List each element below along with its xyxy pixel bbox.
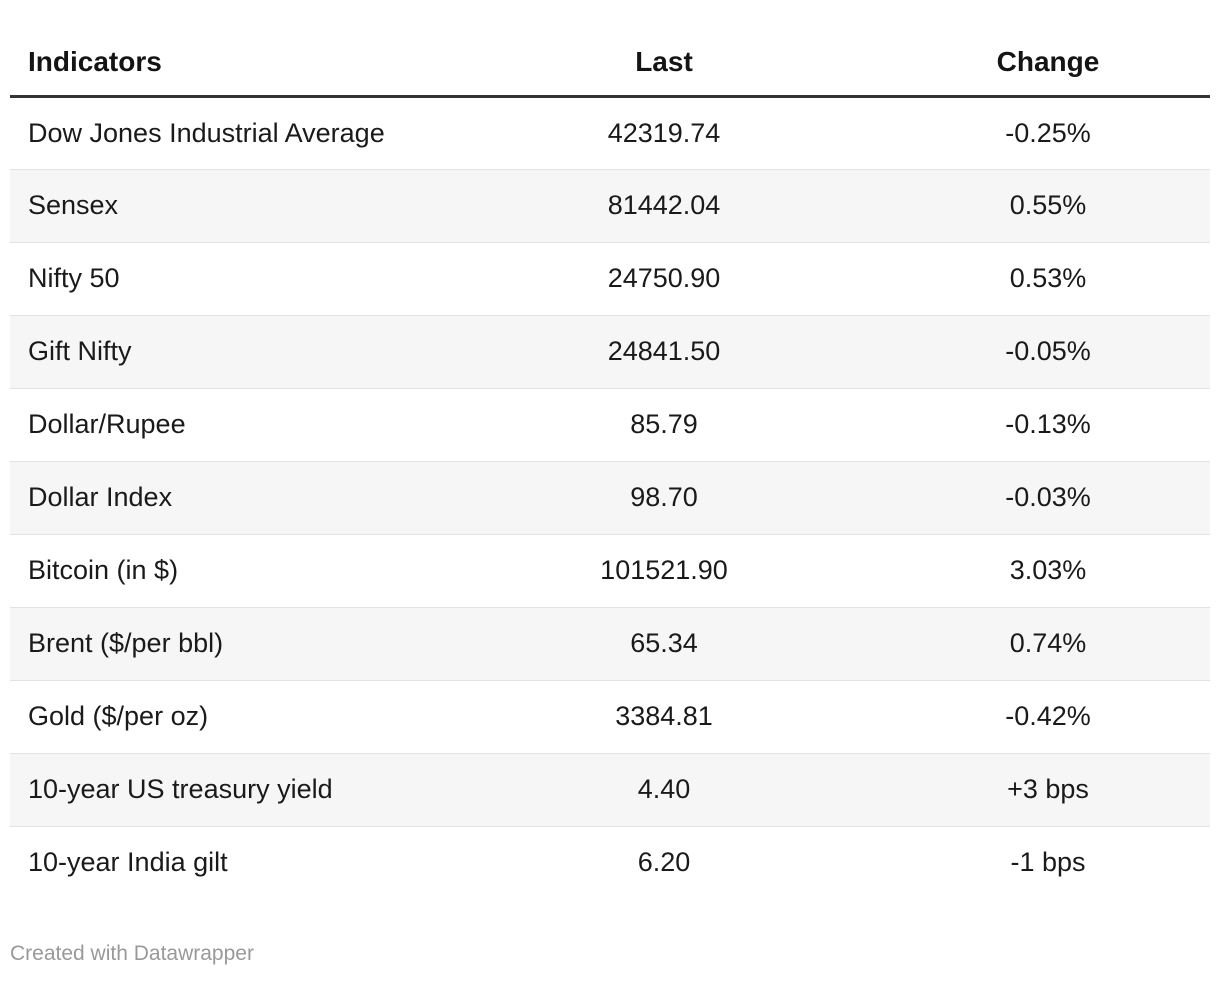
table-row: Sensex 81442.04 0.55% <box>10 169 1210 242</box>
last-value-cell: 24841.50 <box>607 336 721 366</box>
datawrapper-attribution-link[interactable]: Created with Datawrapper <box>10 942 254 965</box>
change-value-cell: -0.42% <box>1005 701 1091 731</box>
change-value-cell: -1 bps <box>1010 847 1086 878</box>
change-value-cell: +3 bps <box>1007 774 1089 804</box>
change-value-cell: -0.05% <box>1005 336 1091 366</box>
table-row: Dollar/Rupee 85.79 -0.13% <box>10 388 1210 461</box>
column-header-indicators: Indicators <box>28 46 162 78</box>
change-value-cell: -0.13% <box>1005 409 1091 439</box>
indicator-name-cell: Sensex <box>28 190 119 220</box>
last-value-cell: 3384.81 <box>615 701 713 731</box>
page-container: Indicators Last Change Dow Jones Industr… <box>10 30 1210 965</box>
last-value-cell: 85.79 <box>630 409 698 439</box>
indicator-name-cell: Dow Jones Industrial Average <box>28 117 385 148</box>
column-header-last: Last <box>635 46 693 78</box>
indicator-name-cell: Brent ($/per bbl) <box>28 628 224 658</box>
indicator-name-cell: 10-year India gilt <box>28 847 228 878</box>
header-row: Indicators Last Change <box>10 30 1210 96</box>
table-row: Gift Nifty 24841.50 -0.05% <box>10 315 1210 388</box>
table-header: Indicators Last Change <box>10 30 1210 96</box>
indicator-name-cell: Nifty 50 <box>28 263 120 293</box>
table-row: Brent ($/per bbl) 65.34 0.74% <box>10 607 1210 680</box>
last-value-cell: 42319.74 <box>607 117 721 148</box>
change-value-cell: -0.03% <box>1005 482 1091 512</box>
table-row: Nifty 50 24750.90 0.53% <box>10 242 1210 315</box>
table-row: 10-year US treasury yield 4.40 +3 bps <box>10 753 1210 826</box>
indicator-name-cell: Dollar Index <box>28 482 173 512</box>
last-value-cell: 6.20 <box>637 847 691 878</box>
table-row: Dollar Index 98.70 -0.03% <box>10 461 1210 534</box>
change-value-cell: -0.25% <box>1005 117 1091 148</box>
indicators-table: Indicators Last Change Dow Jones Industr… <box>10 30 1210 899</box>
last-value-cell: 81442.04 <box>607 190 721 220</box>
indicator-name-cell: Bitcoin (in $) <box>28 555 179 585</box>
table-body: Dow Jones Industrial Average 42319.74 -0… <box>10 96 1210 899</box>
change-value-cell: 3.03% <box>1009 555 1087 585</box>
last-value-cell: 98.70 <box>630 482 698 512</box>
indicator-name-cell: Dollar/Rupee <box>28 409 186 439</box>
last-value-cell: 101521.90 <box>600 555 728 585</box>
table-row: 10-year India gilt 6.20 -1 bps <box>10 826 1210 899</box>
indicator-name-cell: Gold ($/per oz) <box>28 701 209 731</box>
change-value-cell: 0.74% <box>1009 628 1087 658</box>
table-row: Bitcoin (in $) 101521.90 3.03% <box>10 534 1210 607</box>
table-row: Dow Jones Industrial Average 42319.74 -0… <box>10 96 1210 169</box>
last-value-cell: 65.34 <box>630 628 698 658</box>
column-header-change: Change <box>996 46 1100 78</box>
indicator-name-cell: Gift Nifty <box>28 336 132 366</box>
change-value-cell: 0.55% <box>1009 190 1087 220</box>
last-value-cell: 24750.90 <box>607 263 721 293</box>
last-value-cell: 4.40 <box>637 774 691 804</box>
change-value-cell: 0.53% <box>1009 263 1087 293</box>
table-row: Gold ($/per oz) 3384.81 -0.42% <box>10 680 1210 753</box>
indicator-name-cell: 10-year US treasury yield <box>28 774 333 804</box>
